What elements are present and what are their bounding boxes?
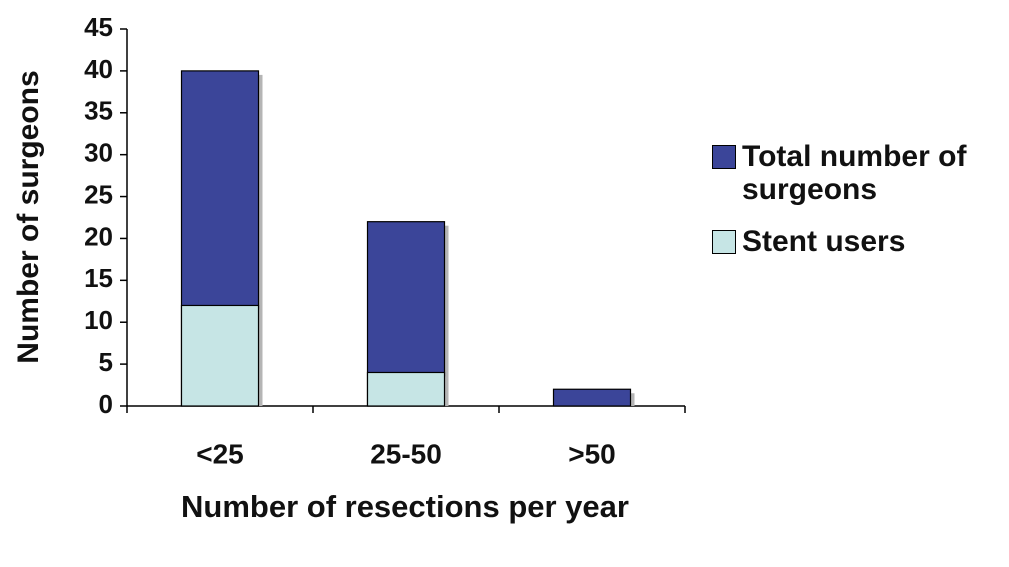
y-tick-label: 40: [84, 54, 113, 84]
x-tick-label: 25-50: [370, 438, 442, 469]
y-tick-label: 30: [84, 138, 113, 168]
y-axis-title: Number of surgeons: [12, 70, 45, 363]
y-tick-label: 10: [84, 305, 113, 335]
y-tick-label: 20: [84, 221, 113, 251]
legend-item: Total number of surgeons: [712, 140, 1009, 206]
legend-label: Stent users: [742, 225, 906, 258]
legend-swatch: [712, 145, 736, 169]
legend-swatch: [712, 230, 736, 254]
y-tick-label: 25: [84, 179, 113, 209]
y-tick-label: 35: [84, 96, 113, 126]
x-tick-label: <25: [196, 438, 244, 469]
bar: [366, 371, 446, 407]
legend-label: Total number of surgeons: [742, 140, 967, 206]
bar: [180, 304, 260, 407]
y-tick-label: 0: [99, 389, 113, 419]
legend-item: Stent users: [712, 225, 1009, 258]
y-tick-label: 15: [84, 263, 113, 293]
x-tick-label: >50: [568, 438, 616, 469]
bar: [552, 388, 632, 407]
y-tick-label: 5: [99, 347, 113, 377]
y-tick-label: 45: [84, 12, 113, 42]
x-axis-title: Number of resections per year: [181, 489, 629, 524]
